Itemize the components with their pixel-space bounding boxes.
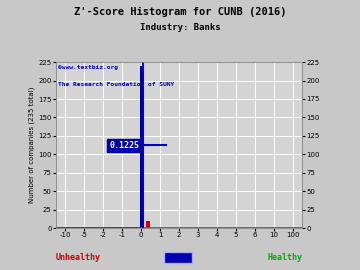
Text: The Research Foundation of SUNY: The Research Foundation of SUNY	[58, 82, 175, 87]
Text: Unhealthy: Unhealthy	[56, 253, 101, 262]
Text: ©www.textbiz.org: ©www.textbiz.org	[58, 65, 118, 70]
Y-axis label: Number of companies (235 total): Number of companies (235 total)	[29, 87, 35, 203]
Bar	[140, 66, 144, 228]
Text: 0.1225: 0.1225	[109, 141, 140, 150]
Text: Healthy: Healthy	[267, 253, 302, 262]
Text: Z'-Score Histogram for CUNB (2016): Z'-Score Histogram for CUNB (2016)	[74, 7, 286, 17]
Bar	[146, 221, 150, 228]
Text: Industry: Banks: Industry: Banks	[140, 23, 220, 32]
Text: Score: Score	[166, 253, 191, 262]
